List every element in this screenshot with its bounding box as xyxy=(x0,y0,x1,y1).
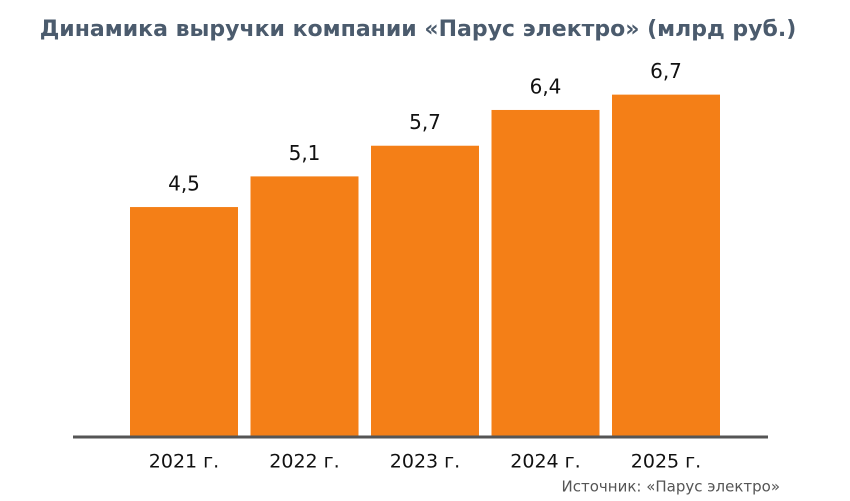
value-label: 5,1 xyxy=(289,141,321,165)
chart-title: Динамика выручки компании «Парус электро… xyxy=(40,17,797,42)
source-note: Источник: «Парус электро» xyxy=(562,478,780,496)
value-label: 5,7 xyxy=(409,110,441,134)
bar xyxy=(130,207,238,437)
bar xyxy=(250,176,359,437)
value-label: 6,4 xyxy=(530,74,562,98)
x-tick-label: 2024 г. xyxy=(510,451,580,473)
x-tick-label: 2025 г. xyxy=(631,451,701,473)
x-tick-label: 2021 г. xyxy=(149,451,219,473)
bar xyxy=(371,145,479,438)
value-label: 6,7 xyxy=(650,59,682,83)
x-tick-label: 2023 г. xyxy=(390,451,460,473)
bar xyxy=(491,109,600,438)
bar xyxy=(612,94,720,437)
x-tick-label: 2022 г. xyxy=(269,451,339,473)
value-label: 4,5 xyxy=(168,172,200,196)
